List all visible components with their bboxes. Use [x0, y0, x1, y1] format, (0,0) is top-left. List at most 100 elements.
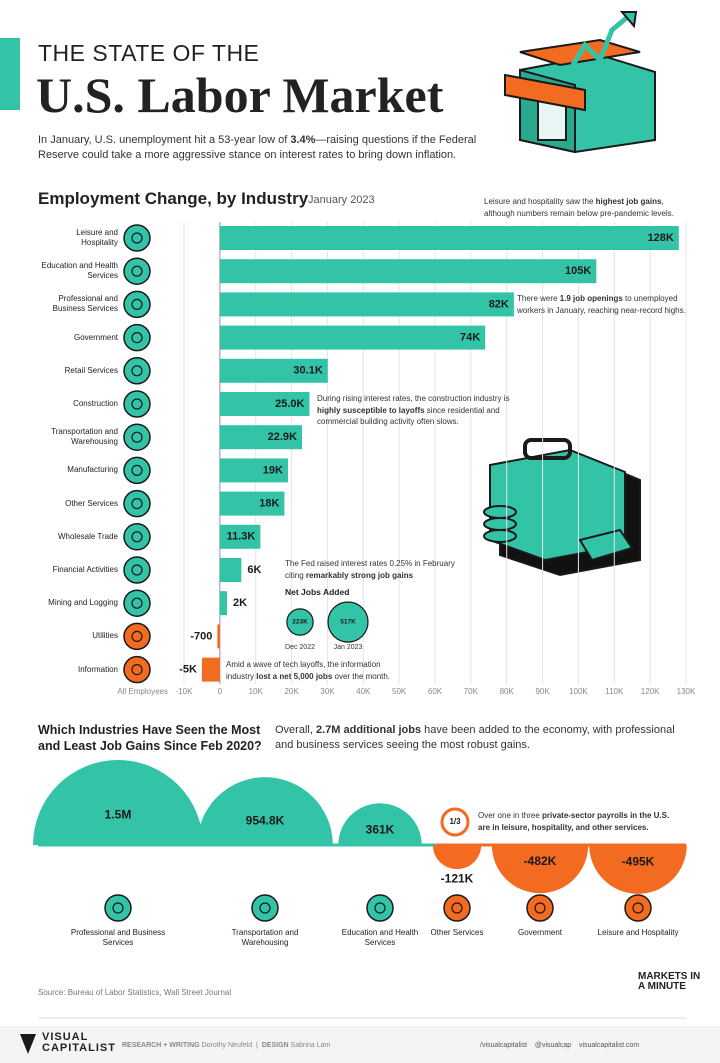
text: Leisure and hospitality saw the	[484, 197, 596, 206]
value-label: 128K	[648, 232, 674, 244]
category-icon-inner	[374, 902, 386, 914]
category-icon-inner	[131, 232, 143, 244]
x-tick-label: 130K	[677, 687, 696, 696]
value-label: -482K	[524, 854, 557, 868]
semicircle	[491, 845, 589, 894]
category-label: Professional and Business Services	[52, 294, 118, 314]
category-label: Transportation and Warehousing	[51, 427, 118, 447]
annotation: During rising interest rates, the constr…	[317, 393, 517, 428]
title-main: U.S. Labor Market	[36, 67, 444, 123]
bar	[219, 425, 302, 450]
accent-bar	[0, 38, 20, 110]
semicircle	[432, 845, 482, 870]
text: since residential and commercial buildin…	[317, 405, 500, 427]
bar	[219, 226, 679, 250]
category-label: Mining and Logging	[48, 598, 118, 608]
bar	[219, 259, 597, 284]
category-label: Leisure and Hospitality	[597, 928, 679, 937]
x-tick-label: 40K	[356, 687, 371, 696]
text: Over one in three	[478, 811, 540, 820]
x-axis-label: All Employees	[117, 687, 168, 696]
category-icon-inner	[131, 464, 143, 476]
value-label: 82K	[489, 298, 509, 310]
logo: VISUAL CAPITALIST	[42, 1032, 116, 1054]
x-tick-label: 0	[218, 687, 223, 696]
category-icon-inner	[131, 630, 143, 643]
category-label: Education and Health Services	[41, 261, 119, 281]
text: There were	[517, 294, 560, 303]
chart-description: Overall, 2.7M additional jobs have been …	[275, 723, 685, 753]
bubble	[327, 601, 369, 643]
category-icon-inner	[131, 398, 143, 410]
category-icon-inner	[534, 902, 546, 914]
category-icon	[123, 323, 151, 352]
semicircle	[338, 803, 422, 845]
x-tick-label: 60K	[428, 687, 443, 696]
emphasis: lost a net 5,000 jobs	[256, 671, 333, 681]
semicircle	[197, 777, 333, 845]
text: During rising interest rates, the constr…	[317, 394, 510, 403]
bubble-title: Net Jobs Added	[285, 587, 350, 597]
category-icon-inner	[451, 902, 463, 914]
text: Amid a wave of tech layoffs, the informa…	[226, 660, 381, 681]
category-icon	[123, 456, 151, 485]
annotation: There were 1.9 job openings to unemploye…	[517, 293, 697, 316]
social-handle: /visualcapitalist	[480, 1042, 528, 1049]
footer-band	[0, 1026, 720, 1063]
category-icon	[123, 357, 151, 385]
value-label: -121K	[441, 871, 474, 885]
category-label: Professional and Business Services	[70, 928, 166, 947]
category-icon	[123, 390, 151, 418]
logo-bottom: CAPITALIST	[42, 1042, 116, 1054]
category-icon	[123, 622, 151, 651]
category-label: Wholesale Trade	[57, 531, 118, 541]
emphasis: 3.4%	[290, 134, 316, 146]
text: The Fed raised interest rates 0.25% in F…	[285, 559, 455, 580]
category-icon-inner	[112, 902, 124, 914]
x-tick-label: 100K	[569, 687, 588, 696]
category-icon	[123, 523, 151, 551]
value-label: 361K	[366, 823, 395, 837]
value-label: -5K	[179, 664, 197, 676]
category-icon-inner	[131, 365, 143, 377]
category-icon-inner	[259, 902, 271, 914]
annotation: Over one in three private-sector payroll…	[478, 810, 678, 833]
category-icon	[366, 894, 394, 922]
value-label: -700	[190, 630, 212, 642]
social-handle: @visualcap	[534, 1042, 572, 1049]
x-tick-label: 80K	[500, 687, 515, 696]
logo-mark	[20, 1034, 36, 1054]
source: Source: Bureau of Labor Statistics, Wall…	[38, 988, 232, 997]
logo-top: VISUAL	[42, 1031, 89, 1043]
value-label: 30.1K	[293, 365, 322, 377]
value-label: 19K	[263, 464, 283, 476]
category-label: Manufacturing	[67, 465, 118, 475]
social-handle: visualcapitalist.com	[578, 1042, 640, 1049]
x-tick-label: 70K	[464, 687, 479, 696]
category-icon-inner	[131, 332, 143, 344]
value-label: 1.5M	[105, 807, 132, 821]
category-icon-inner	[131, 663, 143, 676]
emphasis: 1.9 job openings	[559, 294, 623, 303]
briefcase-illustration	[483, 438, 641, 577]
value-label: 954.8K	[246, 813, 285, 827]
category-label: Other Services	[430, 928, 484, 937]
bar	[201, 657, 220, 682]
design-name: Sabrina Lam	[290, 1042, 331, 1049]
category-icon-inner	[131, 498, 143, 510]
category-label: Information	[77, 664, 118, 674]
category-icon	[104, 894, 132, 922]
category-icon	[123, 556, 151, 584]
category-label: Government	[517, 928, 563, 937]
category-icon	[123, 290, 151, 319]
title-top: THE STATE OF THE	[38, 40, 260, 66]
x-tick-label: 20K	[284, 687, 299, 696]
emphasis: 2.7M additional jobs	[315, 724, 422, 736]
category-icon-inner	[131, 564, 143, 576]
x-tick-label: 110K	[605, 687, 624, 696]
category-label: Transportation and Warehousing	[231, 928, 299, 947]
category-icon-inner	[131, 298, 143, 310]
emphasis: highly susceptible to layoffs	[317, 405, 425, 415]
emphasis: highest job gains	[595, 197, 662, 206]
